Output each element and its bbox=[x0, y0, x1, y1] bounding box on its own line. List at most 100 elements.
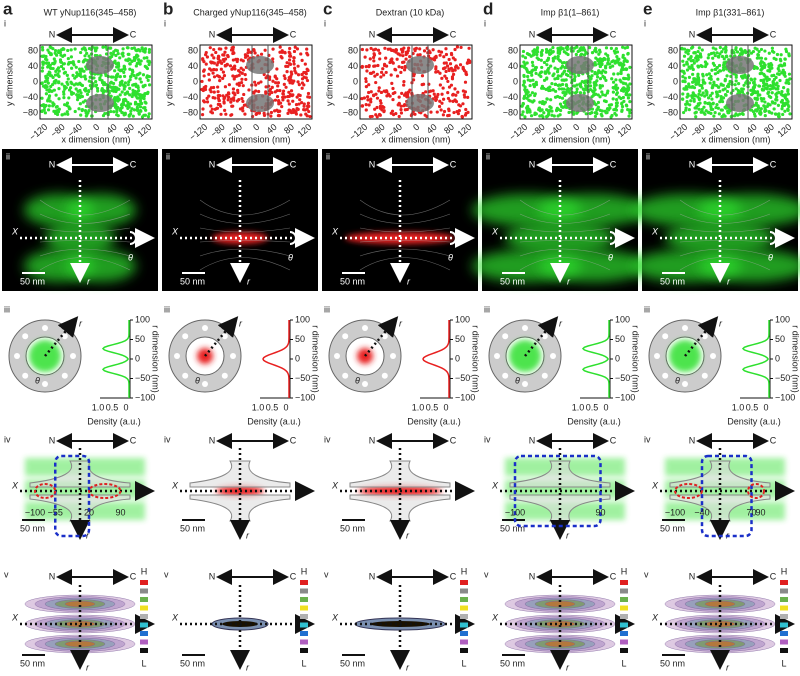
scatter-dot bbox=[753, 46, 757, 50]
y-axis-title: y dimension bbox=[324, 58, 334, 106]
scatter-dot bbox=[711, 107, 715, 112]
region-box bbox=[54, 454, 91, 538]
scatter-dot bbox=[689, 99, 693, 103]
scatter-dot bbox=[65, 110, 69, 114]
scatter-dot bbox=[365, 48, 369, 52]
density-tick-label: 1.0 bbox=[572, 402, 585, 412]
scatter-dot bbox=[461, 102, 465, 106]
scatter-dot bbox=[219, 47, 223, 51]
scatter-dot bbox=[562, 60, 566, 65]
row-label: i bbox=[164, 18, 166, 28]
scatter-dot bbox=[686, 92, 690, 96]
scatter-dot bbox=[123, 91, 128, 95]
scatter-dot bbox=[130, 94, 134, 99]
scatter-dot bbox=[297, 102, 301, 106]
scatter-dot bbox=[216, 56, 220, 60]
scatter-dot bbox=[597, 52, 601, 56]
scatter-dot bbox=[40, 45, 45, 50]
scatter-dot bbox=[281, 98, 285, 102]
y-tick-label: −80 bbox=[503, 107, 518, 117]
scatter-dot bbox=[453, 47, 457, 52]
scatter-dot bbox=[114, 53, 118, 58]
color-swatch bbox=[300, 648, 308, 653]
scatter-dot bbox=[246, 51, 250, 55]
scatter-dot bbox=[434, 97, 438, 102]
axis-x-label: X bbox=[331, 226, 339, 236]
scatter-dot bbox=[229, 113, 233, 117]
scatter-dot bbox=[372, 94, 376, 98]
scatter-dot bbox=[127, 114, 131, 118]
scatter-dot bbox=[71, 91, 76, 95]
scatter-dot bbox=[529, 114, 534, 118]
spoke-hole bbox=[682, 325, 688, 331]
spoke-hole bbox=[701, 372, 708, 379]
scatter-dot bbox=[442, 109, 447, 114]
scatter-dot bbox=[294, 71, 298, 75]
scatter-dot bbox=[85, 92, 90, 96]
scatter-dot bbox=[269, 110, 274, 115]
scatter-dot bbox=[614, 92, 619, 96]
scatter-dot bbox=[701, 91, 705, 95]
scatter-dot bbox=[575, 87, 579, 91]
scatter-dot bbox=[690, 63, 694, 68]
scatter-dot bbox=[227, 95, 231, 99]
scatter-dot bbox=[598, 86, 602, 90]
scatter-dot bbox=[564, 72, 568, 77]
scatter-dot bbox=[75, 71, 79, 75]
scatter-dot bbox=[559, 46, 563, 50]
scatter-dot bbox=[295, 47, 300, 51]
scatter-dot bbox=[687, 75, 692, 79]
scatter-dot bbox=[546, 56, 551, 60]
scatter-dot bbox=[769, 95, 773, 99]
scatter-dot bbox=[57, 87, 61, 91]
scatter-dot bbox=[776, 103, 781, 107]
scatter-dot bbox=[46, 98, 50, 102]
scatter-dot bbox=[768, 67, 772, 71]
scatter-dot bbox=[48, 63, 52, 67]
scatter-dot bbox=[523, 56, 528, 60]
trace bbox=[199, 248, 291, 257]
scatter-dot bbox=[53, 73, 58, 77]
scatter-dot bbox=[104, 89, 108, 93]
scatter-dot bbox=[623, 57, 627, 61]
panel-letter: d bbox=[483, 0, 493, 18]
label-n: N bbox=[529, 29, 536, 39]
scatter-dot bbox=[270, 90, 274, 95]
scatter-dot bbox=[626, 96, 631, 100]
scatter-dot bbox=[305, 51, 309, 55]
scatter-dot bbox=[628, 82, 632, 86]
scatter-dot bbox=[528, 99, 533, 103]
scatter-dot bbox=[525, 61, 529, 65]
color-swatch bbox=[620, 588, 628, 594]
scatter-dot bbox=[373, 47, 378, 51]
scatter-dot bbox=[439, 50, 444, 54]
scatter-dot bbox=[77, 107, 81, 111]
trace bbox=[39, 213, 131, 224]
scatter-dot bbox=[55, 53, 59, 57]
scatter-dot bbox=[202, 86, 206, 90]
scatter-dot bbox=[367, 83, 371, 87]
scatter-dot bbox=[118, 74, 122, 79]
scatter-dot bbox=[580, 48, 584, 52]
scatter-dot bbox=[697, 46, 701, 50]
spoke-hole bbox=[502, 333, 509, 340]
scatter-dot bbox=[455, 45, 460, 49]
scatter-dot bbox=[435, 110, 439, 114]
position-label: 90 bbox=[755, 507, 765, 517]
scatter-dot bbox=[287, 102, 291, 106]
scatter-dot bbox=[753, 96, 757, 100]
scatter-dot bbox=[557, 87, 561, 91]
label-n: N bbox=[369, 435, 376, 445]
scatter-dot bbox=[619, 88, 624, 93]
scatter-dot bbox=[693, 51, 697, 55]
scatter-dot bbox=[440, 101, 444, 105]
scatter-dot bbox=[51, 101, 55, 105]
scatter-dot bbox=[573, 74, 577, 79]
scatter-dot bbox=[454, 64, 458, 68]
label-c: C bbox=[130, 571, 137, 581]
scatter-dot bbox=[783, 102, 787, 106]
scatter-dot bbox=[540, 84, 544, 88]
density-title: Density (a.u.) bbox=[727, 416, 781, 426]
scatter-dot bbox=[123, 97, 127, 101]
scatter-dot bbox=[50, 82, 55, 87]
